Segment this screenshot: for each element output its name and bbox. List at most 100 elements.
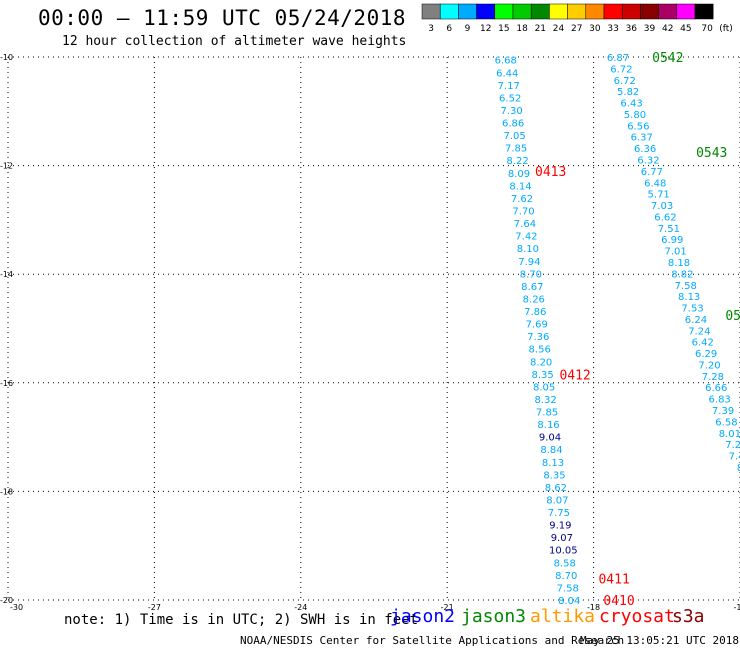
wave-height-point: 7.75 (548, 508, 570, 519)
legend-swatch (567, 3, 587, 20)
wave-height-point: 6.83 (709, 395, 731, 406)
wave-height-point: 7.62 (511, 194, 533, 205)
wave-height-point: 7.28 (702, 372, 724, 383)
wave-height-point: 8.16 (537, 420, 559, 431)
legend-unit: (ft) (719, 24, 733, 34)
pass-label: 0543 (696, 146, 727, 161)
legend-swatch (421, 3, 441, 20)
wave-height-point: 6.36 (634, 144, 656, 155)
pass-label: 0412 (559, 369, 590, 384)
wave-height-point: 7.30 (501, 106, 523, 117)
wave-height-point: 6.86 (502, 119, 524, 130)
wave-height-point: 9.19 (549, 521, 571, 532)
wave-height-point: 7.86 (524, 307, 546, 318)
wave-height-point: 6.32 (637, 155, 659, 166)
legend-value: 42 (662, 24, 673, 34)
wave-height-point: 6.87 (607, 53, 629, 64)
wave-height-point: 8.35 (543, 470, 565, 481)
wave-height-point: 8.58 (554, 558, 576, 569)
wave-height-point: 8.84 (540, 445, 562, 456)
wave-height-point: 5.82 (617, 87, 639, 98)
legend-value: 39 (644, 24, 656, 34)
wave-height-point: 7.64 (514, 219, 536, 230)
legend-swatch (530, 3, 550, 20)
wave-height-point: 7.70 (512, 206, 534, 217)
wave-height-point: 7.51 (658, 224, 680, 235)
wave-height-point: 8.35 (532, 370, 554, 381)
legend-swatch (694, 3, 714, 20)
wave-height-point: 7.42 (515, 232, 537, 243)
y-tick-label: -20 (0, 596, 13, 605)
wave-height-point: 6.72 (610, 64, 632, 75)
wave-height-point: 7.4 (729, 452, 740, 463)
wave-height-point: 8.14 (509, 181, 531, 192)
legend-value: 21 (535, 24, 546, 34)
wave-height-point: 7.94 (518, 257, 540, 268)
legend-value: 15 (498, 24, 509, 34)
pass-label: 05 (725, 309, 740, 324)
y-tick-label: -18 (0, 487, 13, 496)
page-title: 00:00 – 11:59 UTC 05/24/2018 (38, 6, 407, 30)
wave-height-point: 7.39 (712, 406, 734, 417)
x-tick-label: -30 (10, 603, 23, 612)
wave-height-point: 8.13 (542, 458, 564, 469)
legend-value: 45 (680, 24, 691, 34)
legend-value: 36 (626, 24, 638, 34)
pass-label: 0411 (598, 572, 629, 587)
wave-height-point: 10.05 (549, 546, 578, 557)
legend-value: 33 (607, 24, 618, 34)
legend-swatch (476, 3, 496, 20)
legend-swatch (658, 3, 678, 20)
wave-height-point: 8.22 (506, 156, 528, 167)
legend-value: 6 (446, 24, 452, 34)
wave-height-point: 8.13 (678, 292, 700, 303)
wave-height-point: 6.48 (644, 178, 666, 189)
wave-height-point: 6.56 (627, 121, 649, 132)
wave-height-point: 8.70 (520, 269, 542, 280)
units-note: note: 1) Time is in UTC; 2) SWH is in fe… (64, 612, 419, 628)
legend-value: 27 (571, 24, 582, 34)
wave-height-point: 7.01 (664, 247, 686, 258)
y-tick-label: -14 (0, 270, 13, 279)
wave-height-point: 5.71 (648, 190, 670, 201)
legend-swatch (621, 3, 641, 20)
wave-height-point: 7.17 (498, 81, 520, 92)
wave-height-point: 5.80 (624, 110, 646, 121)
y-tick-label: -16 (0, 379, 13, 388)
wave-height-point: 7.20 (698, 360, 720, 371)
pass-label: 0542 (652, 51, 683, 66)
wave-height-point: 8.62 (545, 483, 567, 494)
page-subtitle: 12 hour collection of altimeter wave hei… (62, 34, 407, 49)
x-tick-label: -27 (148, 603, 161, 612)
wave-height-point: 7.85 (536, 408, 558, 419)
legend-value: 3 (428, 24, 434, 34)
legend-value: 9 (465, 24, 471, 34)
legend-value: 24 (553, 24, 565, 34)
wave-height-point: 6.77 (641, 167, 663, 178)
wave-height-point: 6.37 (631, 133, 653, 144)
wave-height-point: 6.44 (496, 68, 518, 79)
wave-height-point: 8.56 (529, 345, 551, 356)
wave-height-point: 6.58 (715, 417, 737, 428)
wave-height-point: 7.85 (505, 144, 527, 155)
wave-height-point: 6.24 (685, 315, 707, 326)
x-tick-label: -24 (294, 603, 307, 612)
legend-swatch (512, 3, 532, 20)
legend-swatch (549, 3, 568, 20)
wave-height-point: 6.52 (499, 93, 521, 104)
legend-swatch (676, 3, 696, 20)
wave-height-point: 9.07 (551, 533, 573, 544)
pass-label: 0413 (535, 165, 566, 180)
generated-timestamp: May 25 13:05:21 UTC 2018 (580, 634, 739, 647)
legend-value: 12 (480, 24, 491, 34)
wave-height-point: 7.69 (526, 320, 548, 331)
wave-height-point: 9.04 (539, 433, 561, 444)
legend-swatch (494, 3, 514, 20)
wave-height-point: 7.24 (688, 326, 710, 337)
wave-height-point: 8.67 (521, 282, 543, 293)
wave-height-point: 8.26 (523, 294, 545, 305)
pass-label: 0410 (603, 594, 634, 609)
wave-height-point: 8.10 (517, 244, 539, 255)
wave-height-point: 7.2 (725, 440, 740, 451)
